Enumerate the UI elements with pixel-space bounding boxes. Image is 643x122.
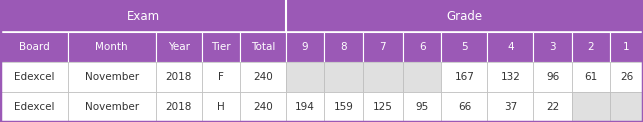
Text: 95: 95 bbox=[415, 102, 429, 112]
Text: 4: 4 bbox=[507, 42, 514, 52]
Bar bbox=[286, 0, 643, 32]
Text: 5: 5 bbox=[461, 42, 467, 52]
Text: H: H bbox=[217, 102, 224, 112]
Bar bbox=[403, 92, 442, 122]
Text: Month: Month bbox=[95, 42, 128, 52]
Text: Grade: Grade bbox=[446, 10, 482, 23]
Bar bbox=[572, 62, 610, 92]
Text: 37: 37 bbox=[504, 102, 517, 112]
Text: Year: Year bbox=[168, 42, 190, 52]
Text: 159: 159 bbox=[334, 102, 354, 112]
Text: Edexcel: Edexcel bbox=[14, 72, 54, 82]
Text: 66: 66 bbox=[458, 102, 471, 112]
Text: 240: 240 bbox=[253, 72, 273, 82]
Bar bbox=[442, 92, 487, 122]
Bar bbox=[286, 62, 324, 92]
Bar bbox=[240, 32, 286, 62]
Text: Tier: Tier bbox=[211, 42, 231, 52]
Bar bbox=[572, 92, 610, 122]
Text: 26: 26 bbox=[620, 72, 633, 82]
Bar bbox=[156, 92, 201, 122]
Text: 9: 9 bbox=[302, 42, 309, 52]
Text: Edexcel: Edexcel bbox=[14, 102, 54, 112]
Bar bbox=[487, 62, 534, 92]
Bar bbox=[324, 62, 363, 92]
Bar bbox=[610, 92, 643, 122]
Bar bbox=[156, 32, 201, 62]
Text: F: F bbox=[218, 72, 224, 82]
Bar bbox=[403, 32, 442, 62]
Text: 2: 2 bbox=[588, 42, 594, 52]
Bar bbox=[324, 92, 363, 122]
Bar bbox=[201, 92, 240, 122]
Text: 22: 22 bbox=[546, 102, 559, 112]
Bar bbox=[487, 32, 534, 62]
Bar bbox=[68, 92, 156, 122]
Bar bbox=[240, 62, 286, 92]
Bar bbox=[534, 32, 572, 62]
Bar bbox=[487, 92, 534, 122]
Bar bbox=[0, 0, 286, 32]
Text: Board: Board bbox=[19, 42, 50, 52]
Bar bbox=[534, 92, 572, 122]
Bar bbox=[240, 92, 286, 122]
Text: 1: 1 bbox=[623, 42, 630, 52]
Bar bbox=[363, 32, 403, 62]
Bar bbox=[68, 32, 156, 62]
Bar bbox=[363, 92, 403, 122]
Text: 6: 6 bbox=[419, 42, 426, 52]
Text: November: November bbox=[85, 102, 139, 112]
Bar bbox=[363, 62, 403, 92]
Bar bbox=[0, 92, 68, 122]
Bar bbox=[201, 62, 240, 92]
Text: 194: 194 bbox=[295, 102, 315, 112]
Bar bbox=[286, 32, 324, 62]
Text: 3: 3 bbox=[549, 42, 556, 52]
Bar bbox=[286, 92, 324, 122]
Text: 96: 96 bbox=[546, 72, 559, 82]
Bar bbox=[156, 62, 201, 92]
Text: 240: 240 bbox=[253, 102, 273, 112]
Bar bbox=[442, 62, 487, 92]
Text: 8: 8 bbox=[340, 42, 347, 52]
Text: Exam: Exam bbox=[127, 10, 159, 23]
Bar bbox=[324, 32, 363, 62]
Bar bbox=[610, 62, 643, 92]
Bar bbox=[572, 32, 610, 62]
Text: 2018: 2018 bbox=[165, 102, 192, 112]
Text: 167: 167 bbox=[455, 72, 475, 82]
Text: 2018: 2018 bbox=[165, 72, 192, 82]
Bar bbox=[534, 62, 572, 92]
Text: 61: 61 bbox=[584, 72, 597, 82]
Text: Total: Total bbox=[251, 42, 275, 52]
Bar bbox=[0, 62, 68, 92]
Bar bbox=[0, 32, 68, 62]
Text: 7: 7 bbox=[379, 42, 386, 52]
Bar bbox=[442, 32, 487, 62]
Text: November: November bbox=[85, 72, 139, 82]
Text: 125: 125 bbox=[373, 102, 393, 112]
Bar bbox=[610, 32, 643, 62]
Bar bbox=[403, 62, 442, 92]
Text: 132: 132 bbox=[500, 72, 520, 82]
Bar bbox=[68, 62, 156, 92]
Bar bbox=[201, 32, 240, 62]
